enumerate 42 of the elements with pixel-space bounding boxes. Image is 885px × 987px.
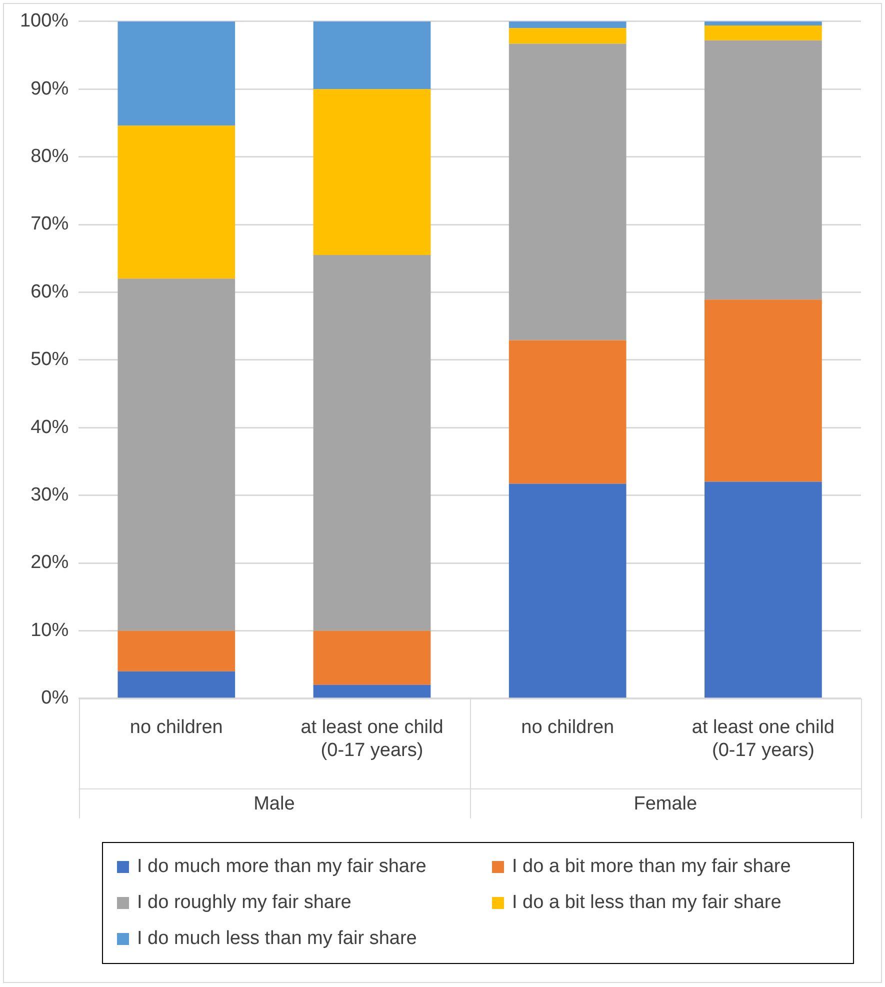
bar [118, 630, 236, 672]
legend-label: I do much less than my fair share [137, 928, 417, 950]
bar [704, 21, 822, 26]
bar [118, 126, 236, 279]
text: Male [254, 794, 295, 815]
bar [704, 482, 822, 698]
x-tick-label: at least one child (0-17 years) [300, 717, 444, 761]
y-tick-label: 90% [30, 78, 69, 100]
y-tick-label: 80% [30, 146, 69, 168]
legend-label: I do a bit less than my fair share [512, 892, 782, 914]
bar [508, 44, 626, 340]
y-tick-label: 0% [41, 688, 69, 709]
bar [118, 21, 236, 126]
x-tick-label: at least one child (0-17 years) [692, 717, 834, 761]
legend-label: I do much more than my fair share [137, 856, 426, 878]
bar [704, 40, 822, 300]
bar [313, 630, 431, 685]
bar [508, 28, 626, 44]
bar [508, 21, 626, 28]
bar [704, 25, 822, 40]
y-tick-label: 40% [30, 416, 69, 438]
y-tick-label: 60% [30, 281, 69, 302]
x-tick-label: no children [521, 717, 614, 738]
legend-label: I do roughly my fair share [137, 892, 352, 914]
y-tick-label: 70% [30, 214, 69, 235]
bar [313, 89, 431, 255]
bar [118, 671, 236, 698]
bar [704, 300, 822, 482]
y-tick-label: 50% [30, 349, 69, 370]
bar [313, 254, 431, 631]
bar [508, 340, 626, 484]
text: Female [634, 794, 698, 815]
y-tick-label: 20% [30, 552, 69, 574]
y-tick-label: 30% [30, 484, 69, 506]
bar [118, 278, 236, 631]
bar [313, 21, 431, 90]
y-tick-label: 10% [30, 620, 69, 641]
x-tick-label: no children [130, 717, 223, 738]
bar [508, 484, 626, 698]
legend-label: I do a bit more than my fair share [512, 856, 791, 878]
y-tick-label: 100% [20, 10, 69, 32]
bar [313, 684, 431, 698]
